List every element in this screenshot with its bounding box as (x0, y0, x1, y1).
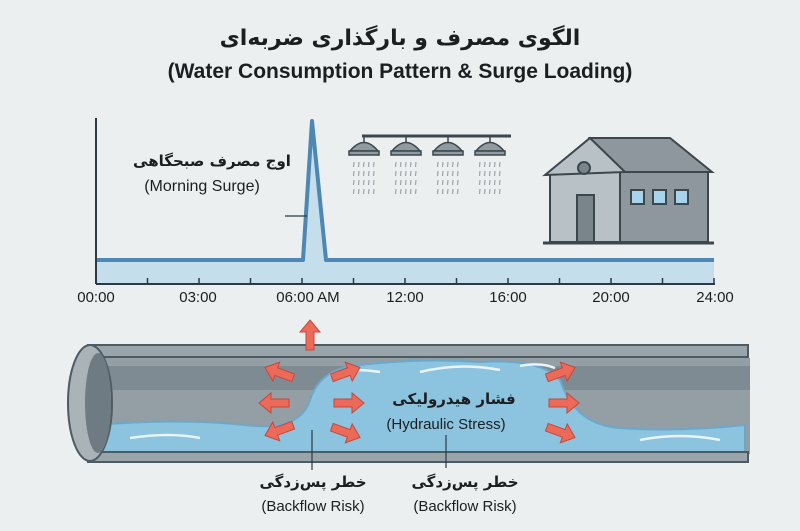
stress-arrows (258, 319, 580, 444)
tick-label: 12:00 (386, 289, 424, 306)
pressure-arrow-icon (264, 361, 296, 383)
consumption-line (96, 119, 714, 262)
pressure-arrow-icon (258, 391, 290, 415)
tick-label: 00:00 (77, 289, 115, 306)
pressure-arrow-icon (544, 361, 576, 383)
pressure-arrow-icon (329, 422, 361, 444)
stress-label-english: (Hydraulic Stress) (386, 416, 506, 433)
consumption-chart (95, 118, 715, 285)
tick-label: 24:00 (696, 289, 734, 306)
title-persian: الگوی مصرف و بارگذاری ضربه‌ای (219, 26, 581, 51)
building-icon (542, 136, 715, 245)
tick-label: 16:00 (489, 289, 527, 306)
pressure-arrow-icon (544, 422, 576, 444)
sprinkler-icon (474, 136, 506, 195)
sprinkler-icon (432, 136, 464, 195)
consumption-area (96, 121, 714, 284)
risk1-label-persian: خطر پس‌زدگی (259, 473, 367, 491)
water-surge (94, 359, 746, 455)
pipe (67, 344, 750, 470)
pressure-arrow-icon (264, 420, 296, 442)
pressure-arrow-icon (333, 391, 365, 415)
peak-label-persian: اوج مصرف صبحگاهی (133, 152, 291, 170)
pressure-arrow-icon (548, 391, 580, 415)
tick-label: 20:00 (592, 289, 630, 306)
stress-label-persian: فشار هیدرولیکی (392, 390, 516, 408)
risk2-label-persian: خطر پس‌زدگی (411, 473, 519, 491)
risk2-label-english: (Backflow Risk) (413, 498, 517, 515)
pressure-arrow-icon (329, 361, 361, 383)
peak-label-english: (Morning Surge) (144, 178, 260, 195)
tick-label: 03:00 (179, 289, 217, 306)
sprinkler-icon (390, 136, 422, 195)
tick-label: 06:00 AM (276, 289, 340, 306)
sprinkler-icon (348, 136, 380, 195)
x-axis-ticks (95, 278, 715, 284)
risk1-label-english: (Backflow Risk) (261, 498, 365, 515)
pressure-arrow-icon (298, 319, 322, 351)
sprinkler-group (348, 134, 511, 195)
title-english: (Water Consumption Pattern & Surge Loadi… (167, 60, 633, 83)
